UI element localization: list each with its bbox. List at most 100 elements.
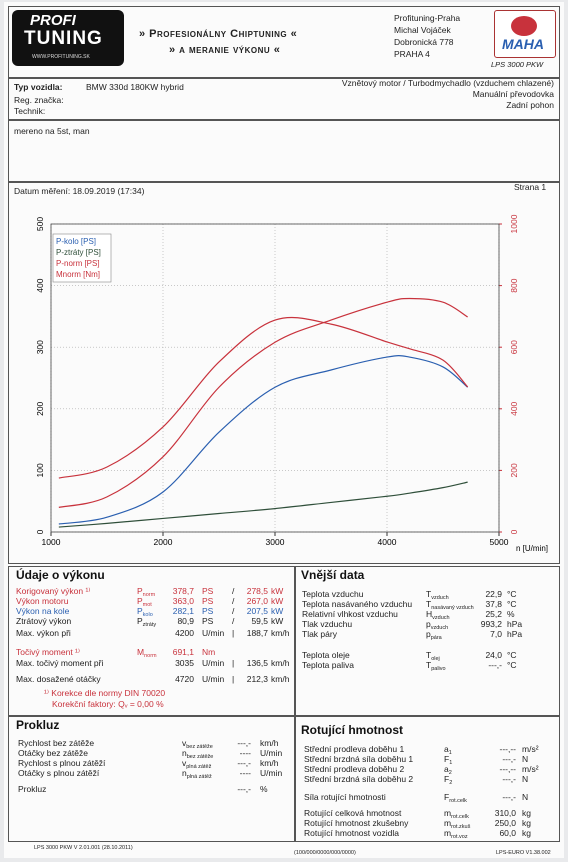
row-label: Točivý moment ¹⁾ bbox=[16, 647, 80, 657]
comment-frame bbox=[8, 120, 560, 182]
symbol-sub: 1 bbox=[448, 750, 452, 756]
row-label: Střední prodleva doběhu 1 bbox=[304, 744, 405, 754]
row-value-2: 59,5 bbox=[251, 616, 268, 626]
symbol-sub: rot.celk bbox=[449, 798, 467, 804]
row-unit-2: km/h bbox=[271, 628, 290, 638]
symbol: ppára bbox=[426, 629, 442, 641]
brand-emblem bbox=[511, 16, 537, 36]
row-value: 22,9 bbox=[485, 589, 502, 599]
symbol-sub: olej bbox=[431, 656, 440, 662]
row-unit: PS bbox=[202, 596, 214, 606]
symbol-sub: bez zátěže bbox=[186, 744, 213, 750]
symbol-sub: bez zátěže bbox=[186, 754, 214, 760]
row-label: Prokluz bbox=[18, 784, 47, 794]
row-label: Otáčky s plnou zátěží bbox=[18, 768, 100, 778]
row-unit: N bbox=[522, 754, 529, 764]
symbol: a2 bbox=[444, 764, 452, 776]
row-unit: km/h bbox=[260, 758, 279, 768]
symbol: mrot.zkuš bbox=[444, 818, 470, 830]
symbol-main: F bbox=[444, 792, 450, 802]
row-label: Relativní vlhkost vzduchu bbox=[302, 609, 398, 619]
row-label: Rychlost s plnou zátěží bbox=[18, 758, 106, 768]
divider bbox=[294, 566, 296, 716]
row-unit: % bbox=[507, 609, 515, 619]
row-value: 691,1 bbox=[172, 647, 194, 657]
symbol-sub: rot.voz bbox=[451, 834, 468, 840]
row-value-2: 188,7 bbox=[246, 628, 268, 638]
row-value: ---- bbox=[239, 748, 251, 758]
symbol: Mnorm bbox=[137, 647, 157, 659]
row-value-2: 207,5 bbox=[246, 606, 268, 616]
data-frame bbox=[8, 566, 560, 716]
y-tick-label: 500 bbox=[35, 217, 45, 231]
tech-label: Technik: bbox=[14, 106, 46, 116]
row-label: Výkon na kole bbox=[16, 606, 70, 616]
row-separator: / bbox=[232, 616, 235, 626]
row-value: 993,2 bbox=[480, 619, 502, 629]
symbol-main: T bbox=[426, 660, 432, 670]
row-unit: PS bbox=[202, 606, 214, 616]
reg-label: Reg. značka: bbox=[14, 95, 64, 105]
section-title: Rotující hmotnost bbox=[301, 723, 403, 737]
type-label: Typ vozidla: bbox=[14, 82, 63, 92]
symbol-sub: ztráty bbox=[142, 622, 157, 628]
y2-tick-label: 1000 bbox=[509, 214, 519, 233]
symbol-main: F bbox=[444, 774, 450, 784]
row-label: Teplota nasávaného vzduchu bbox=[302, 599, 413, 609]
symbol-main: a bbox=[444, 744, 449, 754]
symbol-main: a bbox=[444, 764, 449, 774]
symbol-main: M bbox=[137, 647, 145, 657]
x-tick-label: 4000 bbox=[378, 537, 397, 547]
symbol-main: m bbox=[444, 828, 452, 838]
row-label: Max. výkon při bbox=[16, 628, 71, 638]
legend-entry: P-norm [PS] bbox=[56, 259, 100, 268]
legend-box bbox=[52, 233, 112, 283]
row-value: 7,0 bbox=[490, 629, 502, 639]
symbol-sub: 2 bbox=[448, 770, 452, 776]
symbol-main: v bbox=[182, 738, 187, 748]
divider bbox=[294, 716, 296, 842]
y2-tick-label: 0 bbox=[509, 529, 519, 534]
symbol: Tpalivo bbox=[426, 660, 446, 672]
symbol-main: F bbox=[444, 754, 450, 764]
row-unit: °C bbox=[507, 589, 517, 599]
symbol: F1 bbox=[444, 754, 452, 766]
note: Korekční faktory: Qᵥ = 0,00 % bbox=[52, 699, 164, 709]
x-tick-label: 5000 bbox=[490, 537, 509, 547]
row-label: Ztrátový výkon bbox=[16, 616, 72, 626]
row-value-2: 212,3 bbox=[246, 674, 268, 684]
row-value: 4720 bbox=[175, 674, 194, 684]
row-value: ---,-- bbox=[499, 744, 516, 754]
y-tick-label: 300 bbox=[35, 340, 45, 354]
footer-center: (100/000/0000/000/0000) bbox=[294, 850, 356, 856]
address: Profituning-Praha Michal Vojáček Dobronick… bbox=[394, 12, 460, 60]
logo-bottom: TUNING bbox=[24, 28, 103, 49]
header-frame bbox=[8, 6, 560, 78]
section-title: Vnější data bbox=[301, 568, 365, 582]
row-unit: m/s² bbox=[522, 764, 539, 774]
symbol-main: p bbox=[426, 629, 431, 639]
row-value: 282,1 bbox=[172, 606, 194, 616]
symbol-main: m bbox=[444, 818, 452, 828]
gearbox: Manuální převodovka bbox=[472, 89, 554, 99]
row-unit: m/s² bbox=[522, 744, 539, 754]
series-line bbox=[58, 297, 468, 508]
address-line: Dobronická 778 bbox=[394, 37, 454, 47]
row-separator: | bbox=[232, 674, 235, 684]
logo bbox=[12, 10, 124, 66]
chart-frame bbox=[8, 182, 560, 564]
row-separator: / bbox=[232, 586, 235, 596]
row-value: 250,0 bbox=[494, 818, 516, 828]
symbol-sub: plná zátěž bbox=[186, 774, 212, 780]
row-value: ---,- bbox=[502, 792, 516, 802]
symbol: mrot.celk bbox=[444, 808, 469, 820]
symbol-sub: plná zátěž bbox=[186, 764, 212, 770]
plot-frame bbox=[50, 223, 500, 533]
row-unit-2: kW bbox=[271, 586, 284, 596]
row-value: ---,- bbox=[237, 758, 251, 768]
symbol-sub: rot.zkuš bbox=[451, 824, 471, 830]
symbol-sub: pára bbox=[430, 635, 442, 641]
row-separator: / bbox=[232, 606, 235, 616]
row-unit: U/min bbox=[260, 768, 283, 778]
row-unit: Nm bbox=[202, 647, 216, 657]
